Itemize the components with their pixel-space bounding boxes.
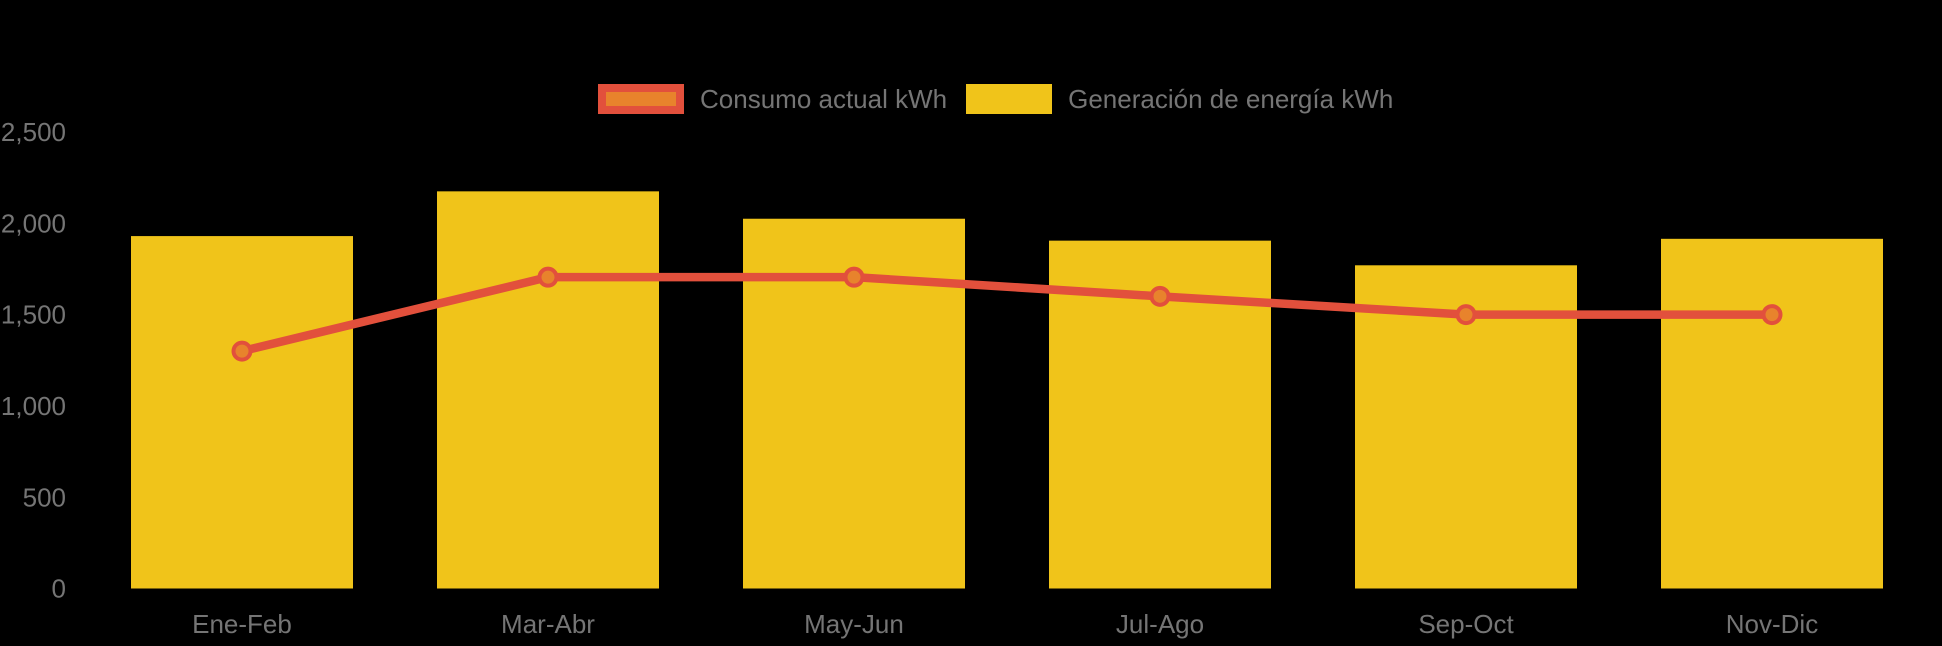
generacion-swatch-icon [966,84,1053,114]
legend-label-generacion: Generación de energía kWh [1068,84,1394,114]
bar-Mar-Abr[interactable] [437,191,659,589]
x-axis-label-Nov-Dic: Nov-Dic [1726,609,1818,639]
x-axis-label-Jul-Ago: Jul-Ago [1116,609,1204,639]
bar-Ene-Feb[interactable] [131,236,353,589]
bar-Nov-Dic[interactable] [1661,238,1883,589]
consumo-marker-Nov-Dic[interactable] [1761,304,1783,326]
consumo-marker-Ene-Feb[interactable] [231,340,253,362]
consumo-marker-Jul-Ago[interactable] [1149,285,1171,307]
consumo-swatch-icon [598,84,684,114]
y-axis-tick-label: 1,000 [1,391,66,421]
consumo-marker-Mar-Abr[interactable] [537,266,559,288]
y-axis-tick-label: 1,500 [1,300,66,330]
legend-item-generacion[interactable]: Generación de energía kWh [966,84,1393,114]
y-axis-tick-label: 2,500 [1,117,66,147]
legend-item-consumo[interactable]: Consumo actual kWh [598,84,947,114]
x-axis-label-Mar-Abr: Mar-Abr [501,609,595,639]
x-axis-label-Sep-Oct: Sep-Oct [1418,609,1514,639]
y-axis-tick-label: 0 [52,574,66,604]
y-axis-tick-label: 2,000 [1,208,66,238]
y-axis-tick-label: 500 [23,482,66,512]
x-axis-label-May-Jun: May-Jun [804,609,904,639]
consumo-marker-Sep-Oct[interactable] [1455,304,1477,326]
consumo-marker-May-Jun[interactable] [843,266,865,288]
x-axis-label-Ene-Feb: Ene-Feb [192,609,292,639]
consumo-line [237,272,1777,356]
legend: Consumo actual kWh Generación de energía… [598,84,1393,114]
legend-label-consumo: Consumo actual kWh [700,84,948,114]
